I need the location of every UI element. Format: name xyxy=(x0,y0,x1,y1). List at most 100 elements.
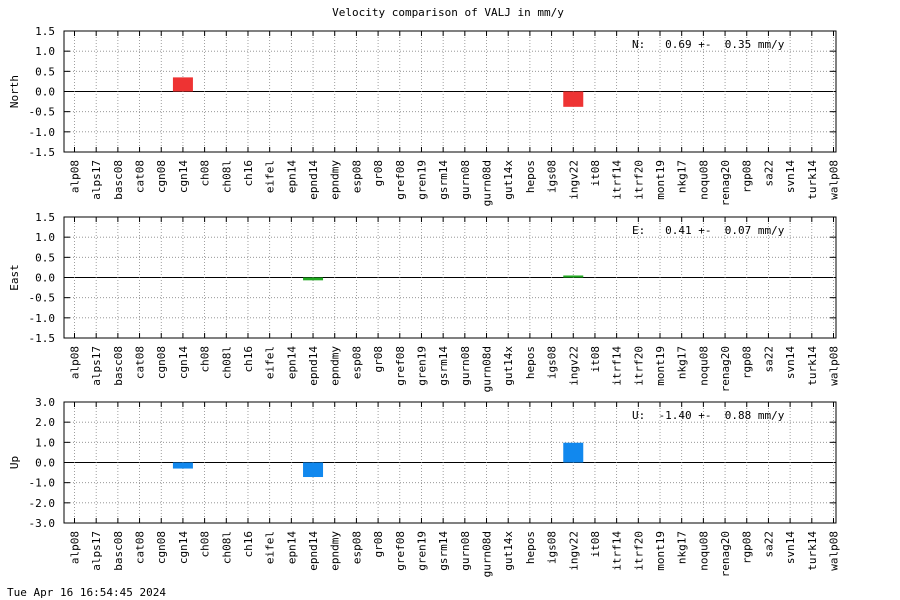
chart-2-xtick-label-gr08: gr08 xyxy=(372,531,385,558)
chart-2-ytick-label: 3.0 xyxy=(35,396,55,409)
chart-1-xtick-label-epndmy: epndmy xyxy=(329,346,342,386)
chart-2-xtick-label-gurn08d: gurn08d xyxy=(481,531,494,577)
chart-1-xtick-label-basc08: basc08 xyxy=(112,346,125,386)
chart-2-xtick-label-svn14: svn14 xyxy=(784,531,797,564)
chart-1-xtick-label-rgp08: rgp08 xyxy=(741,346,754,379)
chart-0-xtick-label-walp08: walp08 xyxy=(827,160,840,200)
chart-1-annotation: E: 0.41 +- 0.07 mm/y xyxy=(632,224,785,237)
chart-1-xtick-label-esp08: esp08 xyxy=(350,346,363,379)
chart-1-ytick-label: 0.5 xyxy=(35,251,55,264)
chart-1-xtick-label-hepos: hepos xyxy=(524,346,537,379)
chart-2-bar-epnd14 xyxy=(303,462,324,478)
chart-1-xtick-label-gut14x: gut14x xyxy=(502,346,515,386)
chart-2-xtick-label-gurn08: gurn08 xyxy=(459,531,472,571)
chart-2-xtick-label-it08: it08 xyxy=(589,531,602,558)
chart-0-xtick-label-cat08: cat08 xyxy=(134,160,147,193)
chart-1-xtick-label-itrf20: itrf20 xyxy=(632,346,645,386)
chart-2-xtick-label-ch08l: ch08l xyxy=(220,531,233,564)
chart-2-xtick-label-ch08: ch08 xyxy=(199,531,212,558)
chart-1-xtick-label-mont19: mont19 xyxy=(654,346,667,386)
chart-1-bar-ingv22 xyxy=(563,275,584,278)
chart-2-xtick-label-cgn14: cgn14 xyxy=(177,531,190,564)
chart-2-xtick-label-rgp08: rgp08 xyxy=(741,531,754,564)
chart-0-xtick-label-sa22: sa22 xyxy=(762,160,775,187)
chart-2-xtick-label-gren19: gren19 xyxy=(415,531,428,571)
chart-0-xtick-label-rgp08: rgp08 xyxy=(741,160,754,193)
chart-2-xtick-label-ch16: ch16 xyxy=(242,531,255,558)
chart-2-xtick-label-gsrm14: gsrm14 xyxy=(437,531,450,571)
chart-0-xtick-label-epn14: epn14 xyxy=(285,160,298,193)
chart-0-xtick-label-ch16: ch16 xyxy=(242,160,255,187)
chart-2-xtick-label-itrf20: itrf20 xyxy=(632,531,645,571)
chart-1-xtick-label-nkg17: nkg17 xyxy=(676,346,689,379)
chart-0-xtick-label-renag20: renag20 xyxy=(719,160,732,206)
chart-1-xtick-label-ch08: ch08 xyxy=(199,346,212,373)
chart-panel-north: -1.5 -1.0 -0.5 0.0 0.5 1.0 1.5 alp08 alps17 basc0… xyxy=(8,25,840,206)
chart-2-ytick-label: 1.0 xyxy=(35,436,55,449)
chart-1-xtick-label-noqu08: noqu08 xyxy=(697,346,710,386)
chart-0-xtick-label-eifel: eifel xyxy=(264,160,277,193)
chart-panels: -1.5 -1.0 -0.5 0.0 0.5 1.0 1.5 alp08 alps17 basc0… xyxy=(8,25,840,577)
chart-0-xtick-label-ingv22: ingv22 xyxy=(567,160,580,200)
chart-2-xtick-label-alp08: alp08 xyxy=(69,531,82,564)
chart-1-xtick-label-walp08: walp08 xyxy=(827,346,840,386)
chart-1-xtick-label-gurn08d: gurn08d xyxy=(481,346,494,392)
chart-2-bar-ingv22 xyxy=(563,442,584,463)
chart-2-xtick-label-epn14: epn14 xyxy=(285,531,298,564)
chart-1-xtick-label-ch08l: ch08l xyxy=(220,346,233,379)
chart-1-xtick-label-ingv22: ingv22 xyxy=(567,346,580,386)
chart-1-xtick-label-alps17: alps17 xyxy=(90,346,103,386)
chart-1-xtick-label-cgn14: cgn14 xyxy=(177,346,190,379)
chart-1-xtick-label-gurn08: gurn08 xyxy=(459,346,472,386)
chart-2-xtick-label-mont19: mont19 xyxy=(654,531,667,571)
chart-0-xtick-label-gurn08: gurn08 xyxy=(459,160,472,200)
chart-0-xtick-label-gref08: gref08 xyxy=(394,160,407,200)
chart-2-xtick-label-gut14x: gut14x xyxy=(502,531,515,571)
chart-1-xtick-label-epn14: epn14 xyxy=(285,346,298,379)
chart-0-xtick-label-ch08l: ch08l xyxy=(220,160,233,193)
chart-1-xtick-label-gr08: gr08 xyxy=(372,346,385,373)
chart-1-xtick-label-renag20: renag20 xyxy=(719,346,732,392)
chart-1-xtick-label-gsrm14: gsrm14 xyxy=(437,346,450,386)
chart-2-xtick-label-igs08: igs08 xyxy=(546,531,559,564)
chart-2-xtick-label-walp08: walp08 xyxy=(827,531,840,571)
chart-2-ytick-label: 2.0 xyxy=(35,416,55,429)
chart-0-bar-cgn14 xyxy=(172,77,193,92)
chart-panel-east: -1.5 -1.0 -0.5 0.0 0.5 1.0 1.5 alp08 alps17 basc0… xyxy=(8,211,840,392)
chart-1-ytick-label: 1.0 xyxy=(35,231,55,244)
chart-2-xtick-label-renag20: renag20 xyxy=(719,531,732,577)
chart-0-xtick-label-epndmy: epndmy xyxy=(329,160,342,200)
chart-1-xtick-label-turk14: turk14 xyxy=(806,346,819,386)
chart-0-xtick-label-esp08: esp08 xyxy=(350,160,363,193)
chart-2-xtick-label-epndmy: epndmy xyxy=(329,531,342,571)
chart-0-xtick-label-nkg17: nkg17 xyxy=(676,160,689,193)
chart-2-xtick-label-ingv22: ingv22 xyxy=(567,531,580,571)
chart-0-ytick-label: 1.5 xyxy=(35,25,55,38)
chart-2-ytick-label: -3.0 xyxy=(29,517,56,530)
chart-0-xtick-label-noqu08: noqu08 xyxy=(697,160,710,200)
chart-2-xtick-label-epnd14: epnd14 xyxy=(307,531,320,571)
chart-0-xtick-label-it08: it08 xyxy=(589,160,602,187)
chart-0-xtick-label-gut14x: gut14x xyxy=(502,160,515,200)
chart-2-bar-cgn14 xyxy=(172,462,193,469)
chart-0-xtick-label-mont19: mont19 xyxy=(654,160,667,200)
chart-2-xtick-label-esp08: esp08 xyxy=(350,531,363,564)
chart-0-xtick-label-ch08: ch08 xyxy=(199,160,212,187)
chart-1-bar-epnd14 xyxy=(303,277,324,281)
chart-2-ylabel: Up xyxy=(8,456,21,469)
chart-0-xtick-label-turk14: turk14 xyxy=(806,160,819,200)
chart-0-xtick-label-basc08: basc08 xyxy=(112,160,125,200)
footer-timestamp: Tue Apr 16 16:54:45 2024 xyxy=(7,586,166,599)
chart-2-xtick-label-cat08: cat08 xyxy=(134,531,147,564)
chart-1-xtick-label-svn14: svn14 xyxy=(784,346,797,379)
chart-0-xtick-label-gurn08d: gurn08d xyxy=(481,160,494,206)
chart-0-ytick-label: 0.5 xyxy=(35,65,55,78)
chart-1-xtick-label-itrf14: itrf14 xyxy=(611,346,624,386)
chart-2-xtick-label-eifel: eifel xyxy=(264,531,277,564)
chart-0-xtick-label-cgn14: cgn14 xyxy=(177,160,190,193)
chart-0-ytick-label: -1.5 xyxy=(29,146,56,159)
chart-0-xtick-label-gr08: gr08 xyxy=(372,160,385,187)
chart-0-xtick-label-epnd14: epnd14 xyxy=(307,160,320,200)
chart-0-xtick-label-gren19: gren19 xyxy=(415,160,428,200)
